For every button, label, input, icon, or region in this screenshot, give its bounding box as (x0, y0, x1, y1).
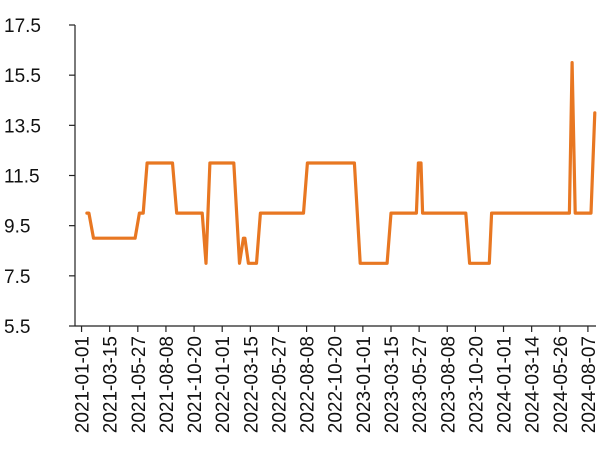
x-tick-label: 2021-10-20 (185, 336, 206, 433)
data-point (390, 212, 392, 214)
data-point (571, 61, 573, 64)
series-group (85, 60, 597, 265)
data-point (464, 212, 467, 214)
data-point (415, 212, 418, 214)
data-point (353, 162, 356, 164)
data-point (590, 212, 592, 214)
data-point (244, 237, 246, 240)
data-point (142, 212, 145, 214)
data-point (201, 212, 203, 214)
series-line (85, 60, 597, 265)
x-tick-label: 2022-01-01 (213, 336, 234, 433)
data-point (146, 162, 148, 164)
data-point (417, 162, 420, 164)
data-point (421, 212, 424, 214)
data-point (238, 262, 241, 265)
x-tick-label: 2024-01-01 (495, 336, 516, 433)
x-tick-label: 2022-05-27 (269, 336, 290, 433)
data-point (175, 212, 178, 214)
data-point (232, 162, 235, 164)
x-tick-label: 2022-10-20 (326, 336, 347, 433)
x-tick-label: 2024-08-07 (579, 336, 598, 433)
x-tick-label: 2022-08-08 (298, 336, 319, 433)
y-tick-label: 9.5 (4, 217, 30, 238)
x-tick-label: 2021-05-27 (129, 336, 150, 433)
data-point (171, 162, 174, 164)
data-point (138, 212, 141, 214)
data-point (209, 162, 211, 164)
data-point (134, 237, 136, 240)
y-tick-label: 5.5 (4, 317, 30, 338)
x-tick-label: 2022-03-15 (241, 336, 262, 433)
data-point (242, 237, 245, 240)
data-point (247, 262, 250, 265)
data-point (468, 262, 471, 265)
x-tick-label: 2023-08-08 (438, 336, 459, 433)
data-point (568, 212, 571, 214)
x-tick-label: 2021-03-15 (101, 336, 122, 433)
x-tick-label: 2023-05-27 (410, 336, 431, 433)
y-tick-label: 17.5 (4, 16, 41, 37)
data-point (359, 262, 361, 265)
data-point (255, 262, 258, 265)
x-tick-label: 2024-05-26 (551, 336, 572, 433)
data-point (490, 212, 493, 214)
data-point (259, 212, 262, 214)
y-tick-label: 15.5 (4, 66, 41, 87)
x-axis: 2021-01-01 2021-03-15 2021-05-27 2021-08-08… (73, 325, 598, 434)
x-tick-label: 2021-08-08 (157, 336, 178, 433)
data-point (574, 212, 576, 214)
y-tick-label: 11.5 (4, 167, 40, 188)
x-tick-label: 2021-01-01 (73, 336, 94, 433)
data-point (594, 111, 596, 114)
data-point (302, 212, 305, 214)
y-tick-label: 7.5 (4, 267, 30, 288)
data-point (386, 262, 388, 265)
x-tick-label: 2023-01-01 (354, 336, 375, 433)
data-point (420, 162, 422, 164)
data-point (306, 162, 309, 164)
data-point (205, 262, 207, 265)
x-tick-label: 2023-10-20 (466, 336, 487, 433)
y-axis: 5.5 7.5 9.5 11.5 13.5 15.5 17.5 (4, 16, 76, 338)
data-point (88, 212, 90, 214)
y-tick-label: 13.5 (4, 116, 41, 137)
data-point (86, 212, 88, 214)
x-tick-label: 2024-03-14 (523, 336, 544, 434)
data-point (488, 262, 491, 265)
x-tick-label: 2023-03-15 (382, 336, 403, 433)
data-point (92, 237, 95, 240)
